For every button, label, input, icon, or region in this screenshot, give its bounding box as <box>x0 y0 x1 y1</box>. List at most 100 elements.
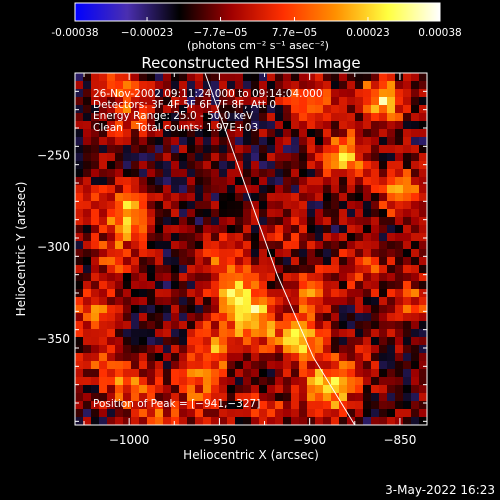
heatmap-cell <box>347 217 356 226</box>
heatmap-cell <box>291 129 300 138</box>
heatmap-cell <box>155 89 164 98</box>
x-tick-label: −950 <box>203 433 236 447</box>
heatmap-cell <box>227 369 236 378</box>
heatmap-cell <box>307 241 316 250</box>
heatmap-cell <box>259 225 268 234</box>
heatmap-cell <box>83 137 92 146</box>
heatmap-cell <box>251 257 260 266</box>
heatmap-cell <box>155 297 164 306</box>
heatmap-cell <box>371 145 380 154</box>
heatmap-cell <box>211 249 220 258</box>
heatmap-cell <box>187 185 196 194</box>
heatmap-cell <box>91 73 100 82</box>
heatmap-cell <box>283 417 292 425</box>
heatmap-cell <box>219 385 228 394</box>
heatmap-cell <box>179 169 188 178</box>
heatmap-cell <box>339 273 348 282</box>
heatmap-cell <box>387 345 396 354</box>
heatmap-cell <box>323 265 332 274</box>
heatmap-cell <box>411 137 420 146</box>
heatmap-cell <box>227 329 236 338</box>
heatmap-cell <box>395 145 404 154</box>
heatmap-cell <box>275 417 284 425</box>
heatmap-cell <box>219 145 228 154</box>
heatmap-cell <box>331 201 340 210</box>
heatmap-cell <box>395 161 404 170</box>
heatmap-cell <box>283 377 292 386</box>
heatmap-cell <box>147 97 156 106</box>
heatmap-cell <box>203 393 212 402</box>
heatmap-cell <box>107 89 116 98</box>
heatmap-cell <box>259 345 268 354</box>
heatmap-cell <box>243 385 252 394</box>
heatmap-cell <box>363 401 372 410</box>
heatmap-cell <box>323 377 332 386</box>
heatmap-cell <box>139 81 148 90</box>
heatmap-cell <box>179 105 188 114</box>
heatmap-cell <box>235 209 244 218</box>
heatmap-cell <box>179 161 188 170</box>
heatmap-cell <box>379 81 388 90</box>
heatmap-cell <box>315 185 324 194</box>
heatmap-cell <box>211 417 220 425</box>
heatmap-cell <box>227 185 236 194</box>
heatmap-cell <box>299 393 308 402</box>
heatmap-cell <box>283 81 292 90</box>
heatmap-cell <box>347 185 356 194</box>
heatmap-cell <box>243 401 252 410</box>
heatmap-cell <box>227 321 236 330</box>
heatmap-cell <box>179 121 188 130</box>
heatmap-cell <box>91 201 100 210</box>
heatmap-cell <box>331 217 340 226</box>
heatmap-cell <box>211 393 220 402</box>
heatmap-cell <box>299 193 308 202</box>
heatmap-cell <box>243 177 252 186</box>
heatmap-cell <box>355 281 364 290</box>
heatmap-cell <box>275 257 284 266</box>
heatmap-cell <box>155 145 164 154</box>
heatmap-cell <box>331 345 340 354</box>
heatmap-cell <box>411 217 420 226</box>
heatmap-cell <box>235 97 244 106</box>
heatmap-cell <box>115 273 124 282</box>
heatmap-cell <box>339 393 348 402</box>
heatmap-cell <box>227 193 236 202</box>
heatmap-cell <box>299 313 308 322</box>
heatmap-cell <box>75 369 84 378</box>
heatmap-cell <box>307 161 316 170</box>
heatmap-cell <box>115 225 124 234</box>
heatmap-cell <box>195 129 204 138</box>
heatmap-cell <box>139 177 148 186</box>
heatmap-cell <box>355 393 364 402</box>
heatmap-cell <box>147 185 156 194</box>
heatmap-cell <box>195 97 204 106</box>
heatmap-cell <box>171 73 180 82</box>
heatmap-cell <box>347 89 356 98</box>
heatmap-cell <box>291 97 300 106</box>
heatmap-cell <box>347 345 356 354</box>
heatmap-cell <box>235 129 244 138</box>
heatmap-cell <box>203 193 212 202</box>
heatmap-cell <box>83 217 92 226</box>
heatmap-cell <box>395 249 404 258</box>
heatmap-cell <box>395 257 404 266</box>
heatmap-cell <box>339 137 348 146</box>
heatmap-cell <box>387 121 396 130</box>
heatmap-cell <box>387 225 396 234</box>
heatmap-cell <box>75 129 84 138</box>
heatmap-cell <box>299 129 308 138</box>
heatmap-cell <box>123 297 132 306</box>
heatmap-cell <box>203 385 212 394</box>
heatmap-cell <box>171 121 180 130</box>
heatmap-cell <box>195 353 204 362</box>
heatmap-cell <box>251 409 260 418</box>
heatmap-cell <box>115 81 124 90</box>
heatmap-cell <box>251 217 260 226</box>
heatmap-cell <box>363 153 372 162</box>
heatmap-cell <box>163 281 172 290</box>
heatmap-cell <box>147 401 156 410</box>
heatmap-cell <box>179 89 188 98</box>
heatmap-cell <box>387 177 396 186</box>
heatmap-cell <box>211 177 220 186</box>
heatmap-cell <box>267 321 276 330</box>
